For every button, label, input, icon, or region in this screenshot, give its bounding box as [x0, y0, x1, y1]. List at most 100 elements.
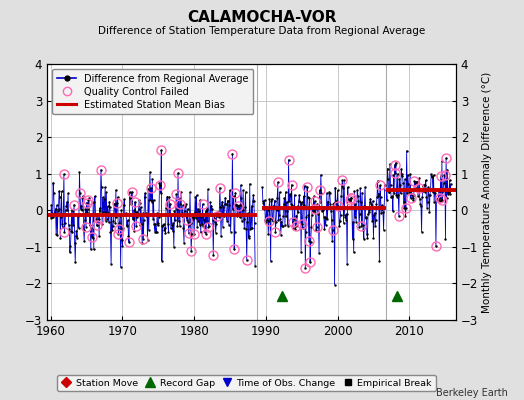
Point [429, 172, 438, 178]
Point [341, 212, 349, 218]
Point [362, 214, 370, 220]
Point [379, 227, 388, 233]
Point [430, 198, 438, 205]
Point [432, 243, 440, 250]
Point [401, 176, 409, 183]
Point [306, 259, 314, 266]
Point [349, 219, 357, 225]
Point [343, 261, 351, 268]
Point [356, 185, 365, 192]
Point [400, 205, 408, 211]
Point [444, 190, 452, 197]
Point [235, 212, 243, 218]
Point [232, 201, 241, 208]
Point [179, 202, 187, 209]
Point [443, 166, 452, 173]
Point [124, 217, 132, 224]
Point [108, 223, 117, 229]
Point [69, 222, 78, 228]
Point [436, 194, 444, 201]
Point [348, 236, 357, 242]
Point [216, 184, 224, 191]
Point [219, 204, 227, 210]
Point [115, 226, 123, 232]
Point [423, 199, 432, 205]
Point [399, 179, 407, 186]
Point [155, 214, 163, 220]
Point [401, 212, 410, 219]
Point [69, 207, 77, 214]
Point [285, 198, 293, 204]
Point [263, 217, 271, 223]
Point [274, 179, 282, 185]
Point [280, 201, 288, 207]
Point [62, 202, 70, 209]
Point [384, 176, 392, 182]
Point [269, 218, 277, 225]
Point [322, 215, 331, 222]
Point [398, 173, 406, 179]
Point [235, 202, 244, 208]
Point [77, 202, 85, 209]
Point [243, 219, 252, 225]
Point [412, 181, 421, 188]
Point [371, 223, 379, 229]
Point [432, 196, 441, 203]
Point [303, 194, 312, 200]
Point [72, 228, 81, 234]
Point [276, 216, 285, 222]
Point [138, 240, 146, 247]
Point [420, 188, 429, 195]
Point [221, 194, 230, 201]
Point [104, 210, 112, 216]
Point [51, 210, 59, 217]
Point [149, 197, 158, 203]
Point [375, 190, 383, 197]
Point [346, 196, 354, 203]
Point [236, 182, 245, 188]
Point [397, 166, 406, 172]
Point [96, 208, 104, 214]
Point [158, 258, 166, 264]
Point [433, 196, 441, 202]
Point [338, 177, 346, 184]
Point [427, 171, 435, 177]
Point [326, 201, 335, 207]
Point [214, 208, 222, 215]
Point [261, 218, 270, 225]
Point [242, 226, 250, 232]
Point [73, 234, 81, 241]
Point [263, 205, 271, 212]
Point [280, 195, 289, 201]
Point [405, 189, 413, 195]
Point [385, 188, 394, 195]
Point [127, 200, 135, 207]
Point [329, 201, 337, 207]
Point [411, 179, 419, 186]
Point [363, 234, 372, 241]
Point [225, 222, 233, 228]
Point [136, 222, 145, 228]
Point [407, 194, 415, 201]
Point [261, 217, 269, 223]
Point [66, 243, 74, 249]
Point [231, 190, 239, 196]
Point [141, 210, 150, 216]
Point [52, 230, 60, 237]
Point [164, 228, 172, 235]
Point [361, 184, 369, 190]
Point [444, 189, 453, 195]
Point [428, 174, 436, 180]
Point [277, 218, 286, 225]
Point [329, 227, 337, 233]
Point [315, 187, 324, 193]
Point [372, 217, 380, 224]
Point [441, 236, 450, 242]
Point [64, 221, 73, 228]
Point [319, 204, 327, 211]
Point [146, 169, 154, 175]
Point [78, 207, 86, 213]
Point [116, 264, 125, 270]
Point [56, 234, 64, 241]
Point [226, 187, 234, 194]
